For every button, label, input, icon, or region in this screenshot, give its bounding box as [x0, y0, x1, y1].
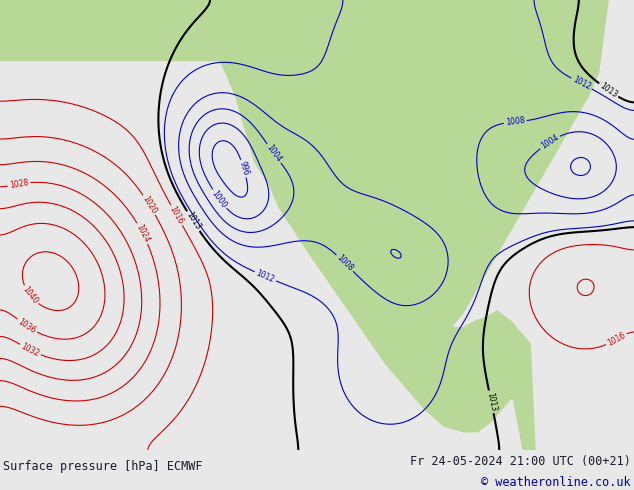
Polygon shape [453, 0, 634, 450]
Text: 1012: 1012 [255, 269, 276, 284]
Text: 1000: 1000 [210, 189, 229, 210]
Text: 1013: 1013 [184, 211, 202, 232]
Text: 1016: 1016 [168, 205, 185, 226]
Text: 1024: 1024 [134, 222, 151, 244]
Text: 1036: 1036 [16, 317, 37, 335]
Text: 1032: 1032 [20, 342, 41, 358]
Text: 1016: 1016 [606, 331, 627, 348]
Text: Surface pressure [hPa] ECMWF: Surface pressure [hPa] ECMWF [3, 460, 203, 472]
Text: 996: 996 [237, 160, 250, 177]
Text: 1004: 1004 [539, 133, 560, 151]
Text: © weatheronline.co.uk: © weatheronline.co.uk [481, 476, 631, 490]
Text: Fr 24-05-2024 21:00 UTC (00+21): Fr 24-05-2024 21:00 UTC (00+21) [410, 455, 631, 468]
Text: 1028: 1028 [9, 178, 29, 190]
Text: 1040: 1040 [21, 285, 40, 306]
Text: 1013: 1013 [485, 392, 498, 412]
Text: 1008: 1008 [335, 253, 355, 273]
Text: 1008: 1008 [505, 116, 526, 127]
Polygon shape [0, 62, 522, 450]
Text: 1020: 1020 [141, 195, 158, 216]
Text: 1012: 1012 [571, 75, 592, 92]
Text: 1004: 1004 [264, 143, 283, 164]
Text: 1013: 1013 [598, 81, 619, 99]
